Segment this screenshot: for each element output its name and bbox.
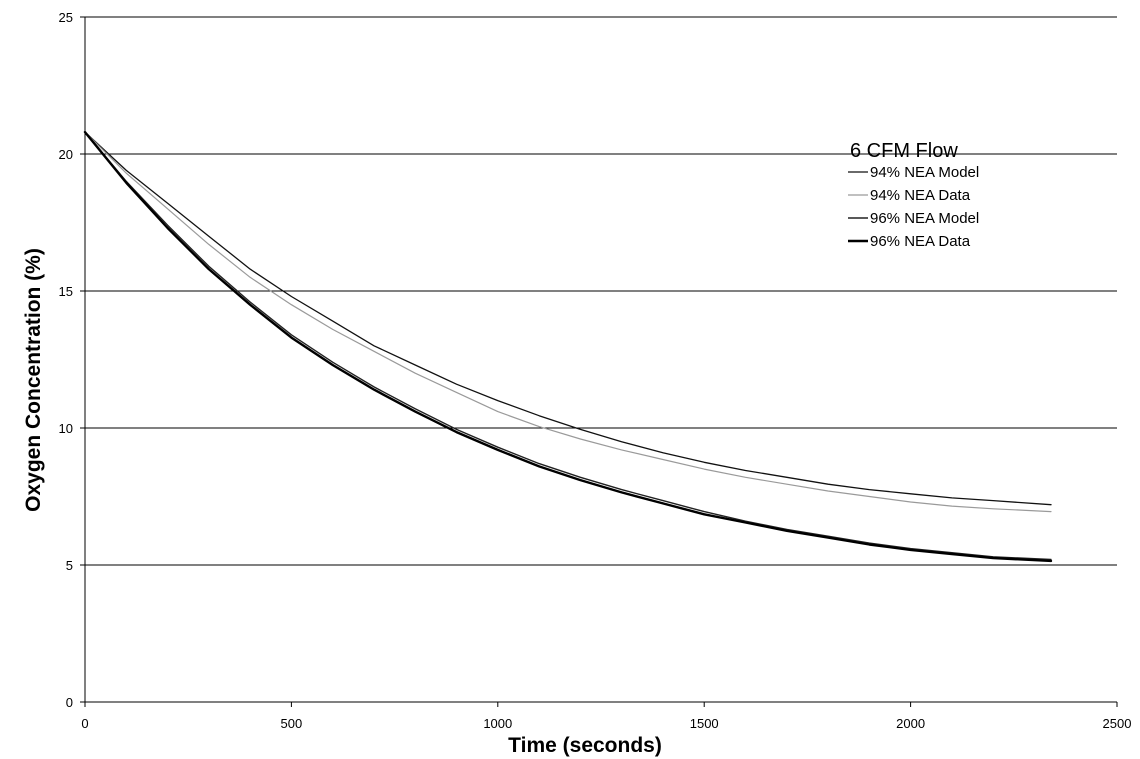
y-tick-label: 5 xyxy=(66,558,73,573)
legend: 6 CFM Flow 94% NEA Model 94% NEA Data 96% … xyxy=(848,140,979,250)
legend-title: 6 CFM Flow xyxy=(850,140,958,162)
y-axis-ticks: 0 5 10 15 20 25 xyxy=(59,10,85,710)
y-tick-label: 25 xyxy=(59,10,73,25)
x-tick-label: 2500 xyxy=(1103,716,1132,731)
x-tick-label: 1000 xyxy=(483,716,512,731)
series-line-94-nea-model xyxy=(84,131,1052,506)
x-axis-ticks: 0 500 1000 1500 2000 2500 xyxy=(81,702,1131,731)
series-line-96-nea-data xyxy=(83,130,1053,563)
legend-label: 94% NEA Model xyxy=(870,164,979,181)
gridlines xyxy=(85,16,1117,566)
x-tick-label: 1500 xyxy=(690,716,719,731)
legend-label: 96% NEA Data xyxy=(870,233,971,250)
y-tick-label: 20 xyxy=(59,147,73,162)
legend-label: 94% NEA Data xyxy=(870,187,971,204)
y-axis-title: Oxygen Concentration (%) xyxy=(22,248,45,512)
y-tick-label: 0 xyxy=(66,695,73,710)
x-tick-label: 2000 xyxy=(896,716,925,731)
y-tick-label: 10 xyxy=(59,421,73,436)
legend-label: 96% NEA Model xyxy=(870,210,979,227)
series-line-96-nea-model xyxy=(84,131,1052,561)
series-lines xyxy=(83,130,1053,563)
y-tick-label: 15 xyxy=(59,284,73,299)
axes xyxy=(84,17,1117,703)
x-tick-label: 0 xyxy=(81,716,88,731)
x-axis-title: Time (seconds) xyxy=(508,734,662,757)
x-tick-label: 500 xyxy=(281,716,303,731)
series-line-94-nea-data xyxy=(84,131,1052,513)
